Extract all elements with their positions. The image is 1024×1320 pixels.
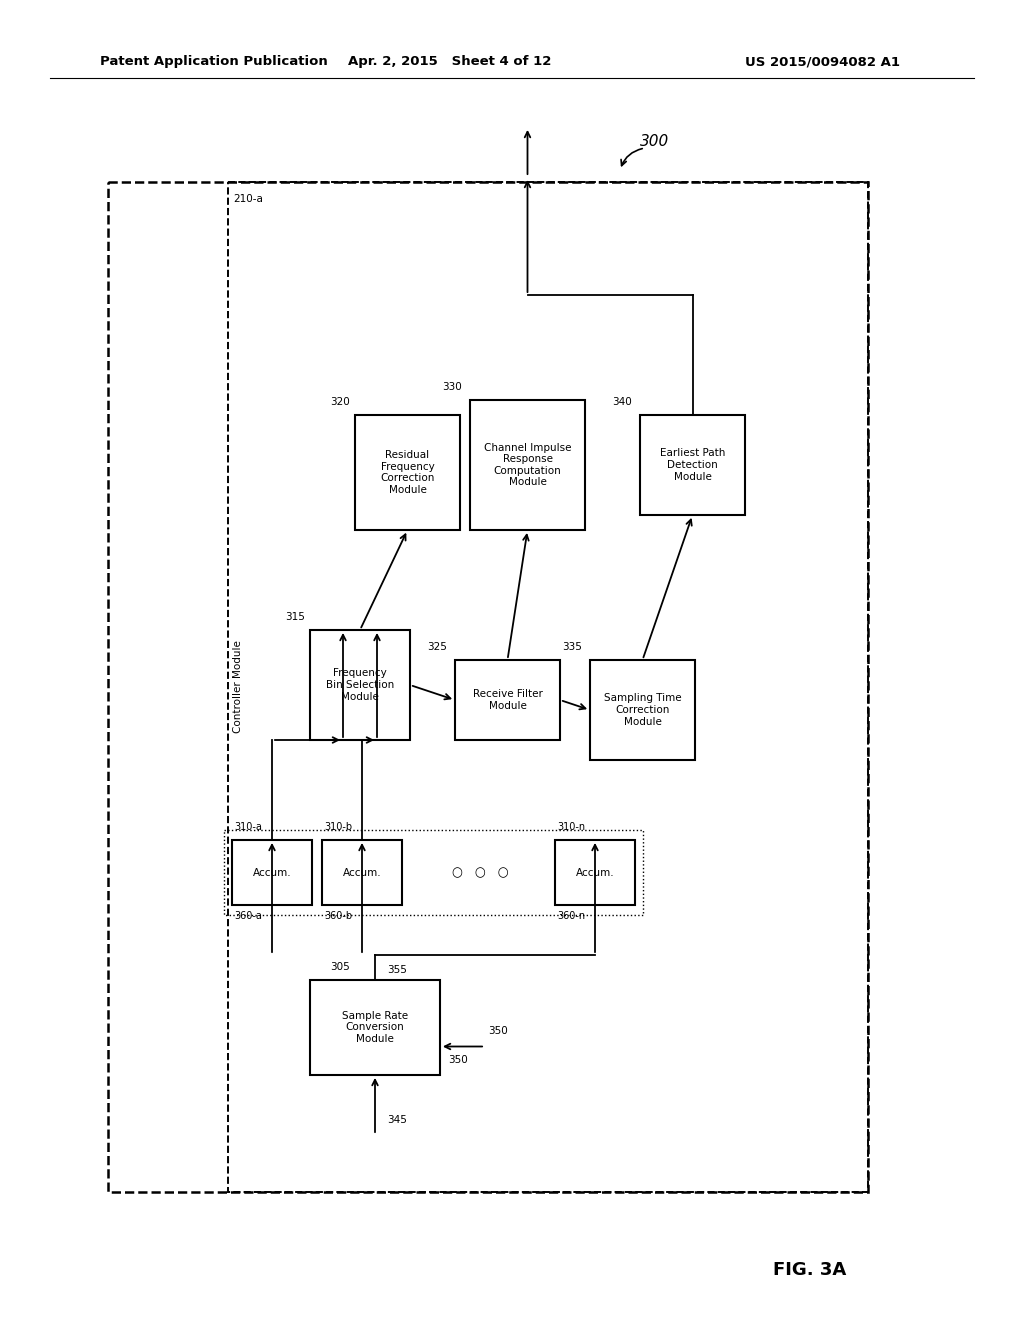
Text: 360-n: 360-n [557,911,585,921]
Text: Accum.: Accum. [253,867,291,878]
Bar [108,182,868,1192]
Text: 340: 340 [612,397,632,407]
Bar [355,414,460,531]
Text: 330: 330 [442,381,462,392]
Text: 360-b: 360-b [324,911,352,921]
Text: 210-a: 210-a [233,194,263,205]
Bar [590,660,695,760]
Text: 360-a: 360-a [234,911,262,921]
Text: FIG. 3A: FIG. 3A [773,1261,847,1279]
Text: 325: 325 [427,642,447,652]
Text: 335: 335 [562,642,582,652]
Text: Receive Filter
Module: Receive Filter Module [472,689,543,710]
Text: Apr. 2, 2015   Sheet 4 of 12: Apr. 2, 2015 Sheet 4 of 12 [348,55,552,69]
Text: 300: 300 [640,135,670,149]
Bar [228,182,868,1192]
Text: Channel Impulse
Response
Computation
Module: Channel Impulse Response Computation Mod… [483,442,571,487]
Text: 315: 315 [285,612,305,622]
Text: Earliest Path
Detection
Module: Earliest Path Detection Module [659,449,725,482]
Text: Patent Application Publication: Patent Application Publication [100,55,328,69]
Text: Frequency
Bin Selection
Module: Frequency Bin Selection Module [326,668,394,702]
Bar [322,840,402,906]
Bar [310,630,410,741]
Text: Accum.: Accum. [343,867,381,878]
Text: 305: 305 [330,962,350,972]
Bar [232,840,312,906]
Bar [640,414,745,515]
Bar [455,660,560,741]
Text: Residual
Frequency
Correction
Module: Residual Frequency Correction Module [380,450,434,495]
Text: Sample Rate
Conversion
Module: Sample Rate Conversion Module [342,1011,408,1044]
Bar [470,400,585,531]
Text: Controller Module: Controller Module [233,640,243,734]
Text: 355: 355 [387,965,407,975]
Text: 310-n: 310-n [557,822,585,832]
Text: Accum.: Accum. [575,867,614,878]
Text: 350: 350 [488,1027,508,1036]
Text: 350: 350 [449,1055,468,1065]
Text: 310-a: 310-a [234,822,262,832]
Text: 310-b: 310-b [324,822,352,832]
Text: Sampling Time
Correction
Module: Sampling Time Correction Module [604,693,681,726]
Bar [224,830,643,915]
Bar [310,979,440,1074]
Text: 320: 320 [331,397,350,407]
Text: ○   ○   ○: ○ ○ ○ [452,866,508,879]
Bar [555,840,635,906]
Text: US 2015/0094082 A1: US 2015/0094082 A1 [745,55,900,69]
Text: 345: 345 [387,1115,407,1125]
